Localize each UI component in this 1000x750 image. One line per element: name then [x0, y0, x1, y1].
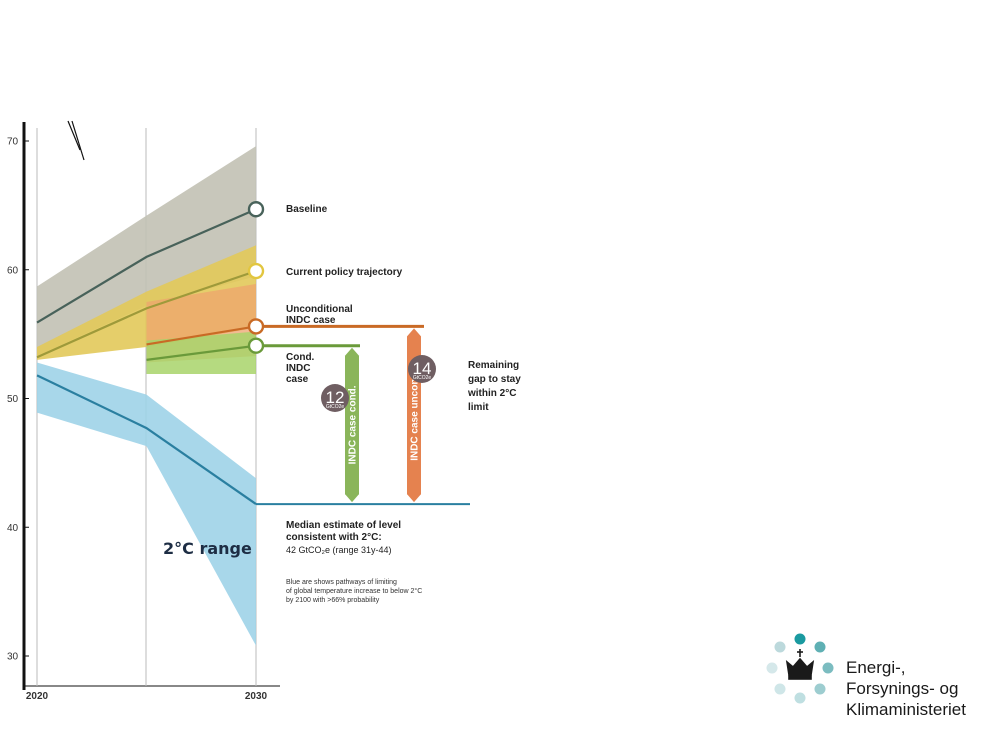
ministry-name-line-1: Energi-,	[846, 658, 906, 677]
logo-dot	[766, 662, 778, 674]
gap-value: 14	[413, 359, 432, 378]
endpoint-current-policy	[247, 262, 265, 280]
line-current-policy	[36, 269, 257, 359]
label-remaining-3: within 2°C	[467, 388, 516, 399]
note-blue-3: by 2100 with >66% probability	[286, 597, 380, 604]
line-two-degree	[36, 374, 257, 505]
logo-dot	[794, 633, 806, 645]
y-tick-label: 70	[7, 137, 19, 148]
axis-break-mark-1	[67, 120, 81, 151]
label-baseline: Baseline	[286, 204, 328, 215]
endpoint-conditional-indc	[247, 337, 265, 354]
x-tick-label: 2030	[245, 691, 268, 702]
endpoint-baseline	[247, 201, 265, 218]
label-cond-2: INDC	[286, 363, 310, 374]
ministry-name-line-2: Forsynings- og	[846, 679, 959, 698]
y-tick-label: 60	[7, 265, 19, 276]
line-unconditional-indc	[146, 325, 257, 346]
y-tick-label: 30	[7, 652, 19, 663]
line-baseline	[36, 208, 257, 324]
uncertainty-bands	[37, 146, 256, 646]
annotations: Baseline Current policy trajectory Uncon…	[163, 204, 521, 604]
gap-value-badge	[408, 355, 436, 383]
label-remaining-2: gap to stay	[468, 374, 521, 385]
axis-break-mark-2	[71, 120, 85, 161]
logo-dot	[774, 641, 786, 653]
axis-ticks: 30 40 50 60 70 2020 2030	[7, 137, 268, 703]
note-blue-2: of global temperature increase to below …	[286, 587, 422, 595]
gap-unit: GtCO2e	[413, 375, 432, 381]
logo-dot	[794, 692, 806, 704]
label-two-degree-range: 2°C range	[163, 539, 252, 558]
series-lines	[36, 201, 470, 506]
ministry-logo-emblem	[766, 633, 834, 704]
label-cond-3: case	[286, 374, 309, 385]
label-cond-1: Cond.	[286, 352, 315, 363]
gap-value-badge	[321, 384, 349, 412]
label-unconditional-1: Unconditional	[286, 304, 353, 315]
band-two-degree	[37, 362, 256, 646]
label-median-2: consistent with 2°C:	[286, 532, 382, 543]
logo-dot	[774, 683, 786, 695]
label-remaining-4: limit	[468, 402, 489, 413]
logo-dot	[814, 683, 826, 695]
crown-icon	[785, 649, 815, 680]
label-unconditional-2: INDC case	[286, 315, 336, 326]
gap-label-uncond: INDC case uncond.	[410, 369, 421, 460]
label-median-3: 42 GtCO₂e (range 31y-44)	[286, 545, 392, 555]
endpoint-unconditional-indc	[247, 318, 265, 335]
ministry-name-line-3: Klimaministeriet	[846, 700, 966, 719]
ministry-name: Energi-, Forsynings- og Klimaministeriet	[846, 657, 966, 720]
y-tick-label: 40	[7, 523, 19, 534]
label-median-1: Median estimate of level	[286, 520, 401, 531]
band-baseline	[37, 146, 256, 357]
gap-value: 12	[326, 388, 345, 407]
y-tick-label: 50	[7, 394, 19, 405]
line-conditional-indc	[146, 344, 257, 361]
note-blue-1: Blue are shows pathways of limiting	[286, 579, 397, 586]
gap-arrow-cond	[345, 347, 359, 503]
gap-unit: GtCO2e	[326, 404, 345, 410]
label-current-policy: Current policy trajectory	[286, 267, 403, 278]
logo-dot	[822, 662, 834, 674]
gap-label-cond: INDC case cond.	[348, 385, 359, 464]
x-tick-label: 2020	[26, 691, 49, 702]
logo-dot	[814, 641, 826, 653]
label-remaining-1: Remaining	[468, 360, 519, 371]
